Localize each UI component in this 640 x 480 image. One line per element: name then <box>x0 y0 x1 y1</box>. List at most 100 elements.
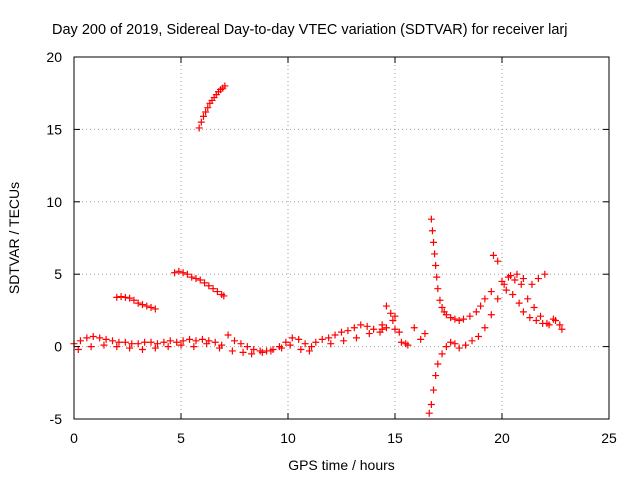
data-point <box>83 334 91 342</box>
data-point <box>528 280 536 288</box>
data-point <box>430 386 438 394</box>
x-axis-label: GPS time / hours <box>288 457 395 473</box>
data-point <box>192 275 200 283</box>
data-point <box>121 293 129 301</box>
data-point <box>447 338 455 346</box>
data-point <box>318 335 326 343</box>
data-point <box>305 347 313 355</box>
data-point <box>175 267 183 275</box>
data-point <box>340 337 348 345</box>
data-point <box>216 344 224 352</box>
data-point <box>532 317 540 325</box>
data-point <box>370 325 378 333</box>
data-point <box>427 401 435 409</box>
data-point <box>199 112 207 120</box>
data-point <box>308 343 316 351</box>
data-point <box>438 350 446 358</box>
data-point <box>143 302 151 310</box>
data-point <box>487 288 495 296</box>
data-point <box>433 273 441 281</box>
data-point <box>209 285 217 293</box>
data-point <box>109 337 117 345</box>
data-point <box>192 337 200 345</box>
data-point <box>494 295 502 303</box>
data-point <box>519 308 527 316</box>
data-point <box>239 348 247 356</box>
data-point <box>211 338 219 346</box>
y-tick-label: 10 <box>46 194 62 210</box>
data-point <box>432 372 440 380</box>
data-point <box>391 312 399 320</box>
data-point <box>502 286 510 294</box>
data-point <box>138 301 146 309</box>
data-point <box>134 299 142 307</box>
data-point <box>151 305 159 313</box>
data-point <box>147 304 155 312</box>
data-point <box>126 294 134 302</box>
data-point <box>382 324 390 332</box>
data-point <box>338 328 345 336</box>
data-point <box>331 331 339 339</box>
data-point <box>417 335 425 343</box>
data-point <box>258 348 266 356</box>
y-tick-label: 15 <box>46 121 62 137</box>
data-point <box>395 328 403 336</box>
data-point <box>530 304 538 312</box>
data-point <box>100 341 108 349</box>
data-point <box>190 343 198 351</box>
data-point <box>352 334 360 342</box>
data-point <box>147 338 155 346</box>
data-point <box>171 269 179 277</box>
data-point <box>282 338 290 346</box>
data-point <box>301 340 309 348</box>
data-point <box>466 312 474 320</box>
data-point <box>173 338 181 346</box>
y-axis-label: SDTVAR / TECUs <box>6 182 22 294</box>
y-tick-label: 5 <box>54 266 62 282</box>
data-point <box>196 276 204 284</box>
data-point <box>487 311 495 319</box>
data-point <box>509 290 517 298</box>
data-point <box>121 338 129 346</box>
data-point <box>87 343 95 351</box>
data-point <box>513 270 521 278</box>
data-point <box>389 317 397 325</box>
data-point <box>363 322 371 330</box>
data-point <box>387 309 395 317</box>
data-point <box>397 338 405 346</box>
data-point <box>425 409 433 417</box>
data-point <box>76 337 84 345</box>
x-tick-label: 0 <box>70 430 78 446</box>
data-point <box>427 215 435 223</box>
data-point <box>524 295 532 303</box>
data-point <box>455 344 463 352</box>
data-point <box>188 273 196 281</box>
data-point <box>541 270 549 278</box>
data-point <box>201 279 209 287</box>
data-point <box>102 335 110 343</box>
data-point <box>203 340 211 348</box>
data-point <box>267 347 275 355</box>
data-point <box>451 315 459 323</box>
data-point <box>153 340 161 348</box>
data-point <box>378 321 386 329</box>
data-point <box>344 327 352 335</box>
data-point <box>436 296 444 304</box>
data-point <box>195 124 203 132</box>
data-point <box>327 340 335 348</box>
data-point <box>113 343 121 351</box>
data-point <box>410 324 418 332</box>
data-point <box>126 344 134 352</box>
x-tick-label: 5 <box>177 430 185 446</box>
data-point <box>434 360 442 368</box>
data-point <box>556 321 564 329</box>
data-point <box>179 269 187 277</box>
data-point <box>517 280 525 288</box>
data-point <box>468 337 476 345</box>
data-point <box>474 332 482 340</box>
data-point <box>543 319 551 327</box>
data-point <box>365 330 373 338</box>
data-point <box>549 315 557 323</box>
data-point <box>489 251 497 259</box>
